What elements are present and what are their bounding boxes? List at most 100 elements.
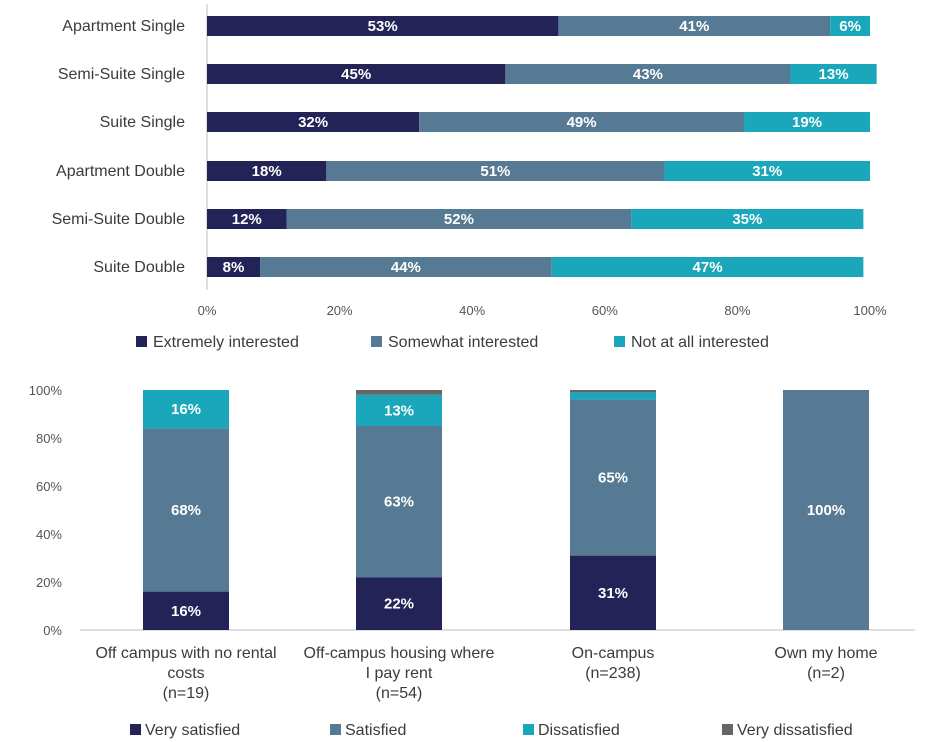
legend-label-extremely-interested: Extremely interested [153,334,299,351]
data-label-off-campus-with-no-rental-dissatisfied: 16% [171,401,201,418]
bar-segment-semi-suite-single-somewhat-interested [505,64,791,84]
x-tick-label: 20% [327,303,353,318]
x-tick-label: 60% [592,303,618,318]
category-label-off-campus-housing-where: I pay rent [366,665,433,682]
x-tick-label: 80% [724,303,750,318]
column-segment-on-campus-very-dissatisfied [570,390,656,393]
legend-label-somewhat-interested: Somewhat interested [388,334,538,351]
data-label-suite-single-not-at-all-interested: 19% [792,114,822,131]
category-label-own-my-home: Own my home [774,645,877,662]
category-label-off-campus-housing-where: Off-campus housing where [304,645,495,662]
legend-swatch-very-dissatisfied [722,724,733,735]
data-label-semi-suite-double-extremely-interested: 12% [232,211,262,228]
y-tick-label: 80% [36,431,62,446]
column-segment-off-campus-housing-where-very-satisfied [356,577,442,630]
column-segment-on-campus-very-satisfied [570,555,656,630]
bar-segment-suite-single-extremely-interested [207,112,420,132]
legend-label-satisfied: Satisfied [345,722,406,739]
bar-segment-suite-double-extremely-interested [207,257,261,277]
bar-segment-suite-single-somewhat-interested [419,112,745,132]
x-tick-label: 0% [198,303,217,318]
data-label-semi-suite-single-not-at-all-interested: 13% [819,66,849,83]
data-label-on-campus-very-satisfied: 31% [598,585,628,602]
satisfaction-column-chart: 0% 20% 40% 60% 80% 100% 16% 68% 16% Off campus wi… [29,383,915,739]
interest-bar-chart: Apartment Single 53% 41% 6% Semi-Suite Singl… [52,4,887,351]
data-label-suite-double-extremely-interested: 8% [223,259,245,276]
legend-swatch-satisfied [330,724,341,735]
legend-swatch-somewhat-interested [371,336,382,347]
bar-segment-semi-suite-double-not-at-all-interested [631,209,864,229]
category-label-on-campus: On-campus [572,645,655,662]
data-label-suite-double-somewhat-interested: 44% [391,259,421,276]
data-label-semi-suite-double-not-at-all-interested: 35% [732,211,762,228]
bar-segment-semi-suite-double-somewhat-interested [286,209,632,229]
data-label-apartment-double-somewhat-interested: 51% [480,163,510,180]
legend-swatch-extremely-interested [136,336,147,347]
category-label-apartment-double: Apartment Double [56,163,185,180]
category-label-off-campus-with-no-rental: costs [167,665,204,682]
data-label-on-campus-satisfied: 65% [598,470,628,487]
bar-segment-apartment-single-somewhat-interested [558,16,831,36]
data-label-off-campus-housing-where-dissatisfied: 13% [384,402,414,419]
x-tick-label: 40% [459,303,485,318]
column-segment-off-campus-with-no-rental-dissatisfied [143,390,229,429]
data-label-semi-suite-single-extremely-interested: 45% [341,66,371,83]
data-label-apartment-single-somewhat-interested: 41% [679,18,709,35]
category-label-off-campus-with-no-rental: Off campus with no rental [95,645,276,662]
bar-segment-apartment-double-somewhat-interested [326,161,665,181]
category-label-off-campus-with-no-rental: (n=19) [163,685,210,702]
category-label-suite-double: Suite Double [93,259,185,276]
x-tick-label: 100% [853,303,887,318]
column-segment-on-campus-satisfied [570,399,656,556]
bar-segment-apartment-single-not-at-all-interested [830,16,870,36]
column-segment-off-campus-with-no-rental-satisfied [143,428,229,592]
bar-segment-apartment-double-extremely-interested [207,161,327,181]
category-label-off-campus-housing-where: (n=54) [376,685,423,702]
legend-swatch-very-satisfied [130,724,141,735]
data-label-apartment-double-not-at-all-interested: 31% [752,163,782,180]
data-label-suite-single-somewhat-interested: 49% [567,114,597,131]
column-segment-off-campus-housing-where-very-dissatisfied [356,390,442,395]
legend-label-very-dissatisfied: Very dissatisfied [737,722,853,739]
bar-segment-suite-single-not-at-all-interested [744,112,870,132]
legend-label-very-satisfied: Very satisfied [145,722,240,739]
data-label-apartment-double-extremely-interested: 18% [252,163,282,180]
column-segment-off-campus-with-no-rental-very-satisfied [143,591,229,630]
bar-segment-semi-suite-double-extremely-interested [207,209,287,229]
legend-swatch-not-at-all-interested [614,336,625,347]
column-segment-on-campus-dissatisfied [570,392,656,400]
bar-segment-apartment-single-extremely-interested [207,16,559,36]
legend-label-not-at-all-interested: Not at all interested [631,334,769,351]
data-label-off-campus-housing-where-very-satisfied: 22% [384,596,414,613]
legend-swatch-dissatisfied [523,724,534,735]
legend-label-dissatisfied: Dissatisfied [538,722,620,739]
category-label-semi-suite-single: Semi-Suite Single [58,66,185,83]
bar-segment-semi-suite-single-not-at-all-interested [790,64,877,84]
y-tick-label: 60% [36,479,62,494]
category-label-suite-single: Suite Single [100,114,185,131]
bar-segment-apartment-double-not-at-all-interested [664,161,870,181]
data-label-semi-suite-single-somewhat-interested: 43% [633,66,663,83]
data-label-off-campus-housing-where-satisfied: 63% [384,494,414,511]
column-segment-own-my-home-satisfied [783,390,869,630]
column-segment-off-campus-housing-where-satisfied [356,426,442,578]
data-label-semi-suite-double-somewhat-interested: 52% [444,211,474,228]
y-tick-label: 0% [43,623,62,638]
y-tick-label: 20% [36,575,62,590]
y-tick-label: 100% [29,383,63,398]
data-label-off-campus-with-no-rental-satisfied: 68% [171,502,201,519]
category-label-semi-suite-double: Semi-Suite Double [52,211,186,228]
data-label-own-my-home-satisfied: 100% [807,502,845,519]
column-segment-off-campus-housing-where-dissatisfied [356,394,442,426]
bar-segment-semi-suite-single-extremely-interested [207,64,506,84]
bar-segment-suite-double-somewhat-interested [260,257,552,277]
category-label-on-campus: (n=238) [585,665,641,682]
data-label-suite-double-not-at-all-interested: 47% [693,259,723,276]
data-label-suite-single-extremely-interested: 32% [298,114,328,131]
y-tick-label: 40% [36,527,62,542]
category-label-own-my-home: (n=2) [807,665,845,682]
data-label-off-campus-with-no-rental-very-satisfied: 16% [171,603,201,620]
category-label-apartment-single: Apartment Single [62,18,185,35]
bar-segment-suite-double-not-at-all-interested [551,257,864,277]
